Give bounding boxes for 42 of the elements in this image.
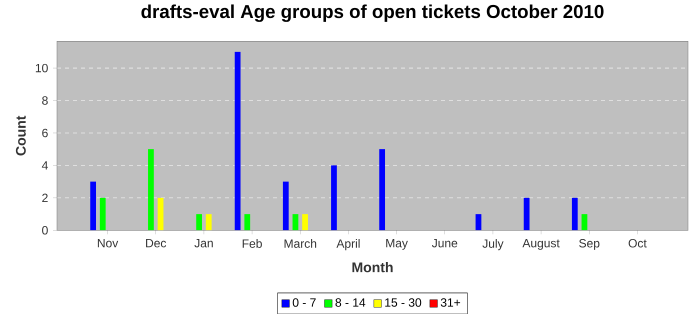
x-tick-label: Nov: [98, 238, 118, 248]
chart-title: drafts-eval Age groups of open tickets October 2010: [141, 4, 604, 22]
x-tick-label: Jan: [194, 238, 213, 248]
bar: [158, 198, 164, 230]
bar: [90, 182, 96, 230]
y-tick-label: 8: [42, 96, 48, 105]
y-tick-label: 0: [42, 226, 48, 234]
bar: [196, 214, 202, 230]
bar: [100, 198, 106, 230]
bar: [582, 214, 588, 230]
legend-label: 15 - 30: [385, 298, 422, 307]
x-tick-label: April: [336, 238, 360, 250]
x-tick-label: July: [482, 238, 504, 250]
bar: [476, 214, 482, 230]
x-tick-label: August: [522, 238, 560, 250]
x-tick-label: Dec: [146, 238, 166, 248]
bar: [282, 182, 289, 230]
y-tick-label: 4: [42, 161, 48, 170]
legend-label: 0 - 7: [292, 298, 316, 307]
x-tick-label: March: [284, 238, 316, 248]
bar: [302, 214, 308, 230]
bar: [292, 214, 298, 230]
legend-label: 8 - 14: [335, 298, 366, 307]
bar: [331, 165, 337, 230]
bar: [524, 198, 530, 230]
y-tick-label: 10: [36, 64, 48, 72]
x-tick-label: Oct: [628, 238, 647, 248]
x-tick-label: June: [432, 238, 458, 248]
x-tick-label: Feb: [242, 238, 262, 248]
legend-label: 31+: [440, 298, 460, 307]
y-axis-title: Count: [16, 116, 26, 156]
y-tick-label: 2: [42, 194, 48, 202]
bar: [379, 149, 386, 230]
bar: [206, 214, 212, 230]
bar: [244, 214, 250, 230]
x-tick-label: May: [386, 238, 408, 250]
bar: [148, 149, 154, 230]
bar: [572, 198, 578, 230]
x-axis-title: Month: [352, 262, 393, 272]
y-tick-label: 6: [42, 128, 48, 138]
x-tick-label: Sep: [579, 238, 600, 250]
bar: [234, 52, 241, 230]
